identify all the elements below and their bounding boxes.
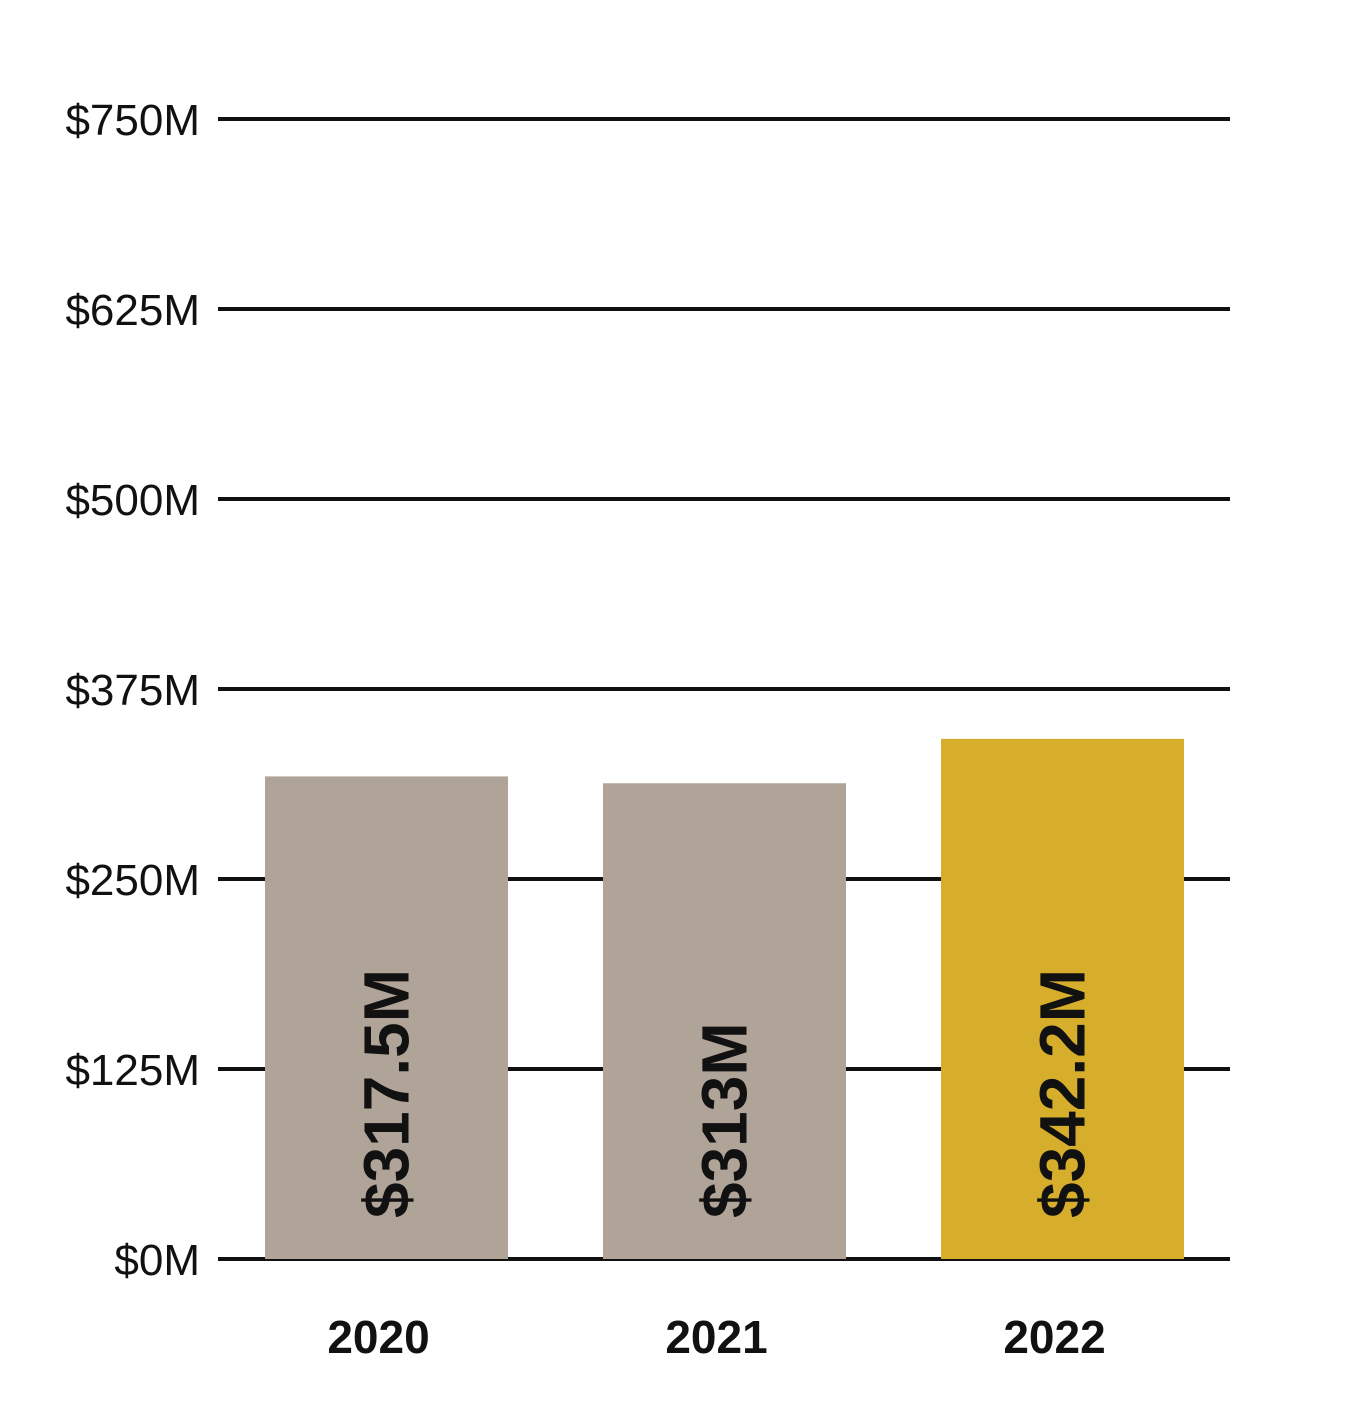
x-category-label-2021: 2021 [665,1311,767,1363]
y-tick-label: $750M [65,96,200,145]
bar-value-label-2020: $317.5M [351,969,423,1218]
bar-2020 [265,776,508,1259]
y-tick-label: $375M [65,666,200,715]
bar-value-labels: $317.5M $313M $342.2M [351,969,1099,1218]
bars [265,738,1184,1259]
y-axis-tick-labels: $0M $125M $250M $375M $500M $625M $750M [65,96,200,1285]
x-category-label-2020: 2020 [327,1311,429,1363]
y-tick-label: $625M [65,286,200,335]
y-tick-label: $500M [65,476,200,525]
bar-2021 [603,783,846,1259]
bar-value-label-2022: $342.2M [1027,969,1099,1218]
y-tick-label: $250M [65,856,200,905]
y-tick-label: $0M [114,1236,200,1285]
bar-2022 [941,738,1184,1259]
bar-value-label-2021: $313M [689,1022,761,1218]
x-axis-category-labels: 2020 2021 2022 [327,1311,1105,1363]
y-tick-label: $125M [65,1046,200,1095]
x-category-label-2022: 2022 [1003,1311,1105,1363]
